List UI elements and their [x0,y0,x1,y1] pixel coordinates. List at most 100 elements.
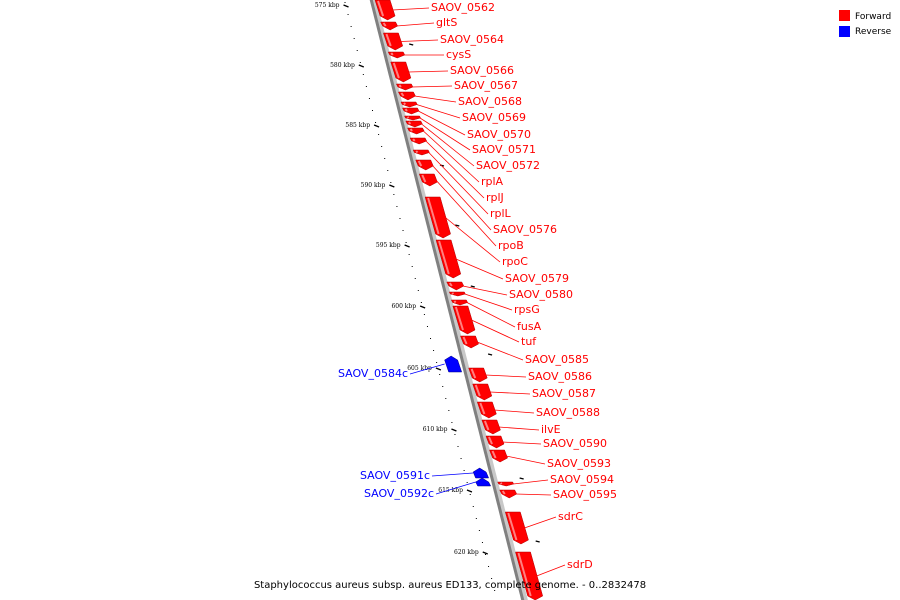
gene-forward[interactable] [448,291,466,297]
tick-mark [455,224,460,227]
gene-forward[interactable] [407,127,425,135]
gene-label-forward[interactable]: sdrC [558,510,583,523]
gene-label-forward[interactable]: SAOV_0580 [509,288,573,301]
gene-forward[interactable] [404,115,421,121]
gene-label-forward[interactable]: rpsG [514,303,540,316]
scale-dot [442,386,444,387]
gene-forward[interactable] [412,149,430,156]
gene-label-forward[interactable]: SAOV_0571 [472,143,536,156]
gene-highlight [427,197,440,235]
scale-dot [368,98,370,99]
tick-label: 615 kbp [438,487,463,494]
gene-leader-line [408,70,449,73]
gene-label-forward[interactable]: SAOV_0593 [547,457,611,470]
scale-dot [405,242,407,243]
scale-dot [436,362,438,363]
tick-mark [373,124,380,128]
gene-highlight [406,116,410,119]
scale-dot [488,566,490,567]
legend-forward-label: Forward [855,12,891,22]
genes-layer [374,0,543,600]
backbone-shadow [370,0,528,600]
gene-highlight [453,300,457,304]
gene-label-forward[interactable]: SAOV_0579 [505,272,569,285]
gene-label-forward[interactable]: SAOV_0588 [536,406,600,419]
gene-label-forward[interactable]: rplL [490,207,512,220]
gene-label-forward[interactable]: SAOV_0566 [450,64,514,77]
legend: Forward Reverse [839,10,892,37]
scale-dot [344,2,346,3]
scale-dot [362,74,364,75]
gene-label-forward[interactable]: SAOV_0570 [467,128,531,141]
gene-leader-line [524,516,557,529]
gene-label-forward[interactable]: gltS [436,16,457,29]
gene-label-forward[interactable]: SAOV_0568 [458,95,522,108]
scale-dot [356,50,358,51]
scale-dot [481,542,483,543]
gene-label-forward[interactable]: SAOV_0564 [440,33,504,46]
gene-label-forward[interactable]: ilvE [541,423,561,436]
scale-dot [365,86,367,87]
gene-forward[interactable] [497,481,515,487]
scale-dot [393,194,395,195]
scale-dot [451,422,453,423]
gene-highlight [488,436,493,445]
gene-leader-line [489,391,531,395]
tick-mark [535,540,540,543]
gene-label-forward[interactable]: SAOV_0572 [476,159,540,172]
gene-label-forward[interactable]: SAOV_0590 [543,437,607,450]
gene-label-reverse[interactable]: SAOV_0591c [360,469,430,482]
scale-dot [466,482,468,483]
tick-label: 585 kbp [345,122,370,129]
gene-reverse[interactable] [444,355,463,373]
gene-label-forward[interactable]: rplJ [486,191,504,204]
tick-label: 575 kbp [315,2,340,9]
gene-leader-line [505,455,546,465]
gene-reverse[interactable] [475,477,492,487]
gene-label-forward[interactable]: SAOV_0569 [462,111,526,124]
gene-label-forward[interactable]: sdrD [567,558,593,571]
gene-highlight [403,102,406,106]
gene-highlight [474,384,481,397]
tick-mark [482,551,488,555]
gene-leader-line [494,409,535,414]
gene-highlight [412,138,416,142]
gene-label-forward[interactable]: SAOV_0585 [525,353,589,366]
gene-forward[interactable] [446,281,465,291]
gene-label-forward[interactable]: SAOV_0594 [550,473,614,486]
gene-label-forward[interactable]: tuf [521,335,537,348]
gene-forward[interactable] [409,137,427,145]
scale-dot [353,38,355,39]
gene-forward[interactable] [405,120,423,128]
gene-label-forward[interactable]: rplA [481,175,504,188]
gene-highlight [385,33,392,47]
scale-dot [454,434,456,435]
gene-label-forward[interactable]: fusA [517,320,542,333]
gene-label-forward[interactable]: SAOV_0587 [532,387,596,400]
gene-label-forward[interactable]: rpoC [502,255,528,268]
gene-label-forward[interactable]: rpoB [498,239,524,252]
scale-dot [457,446,459,447]
scale-dot [469,494,471,495]
gene-label-forward[interactable]: SAOV_0567 [454,79,518,92]
gene-forward[interactable] [499,489,518,499]
scale-dot [381,146,383,147]
gene-forward[interactable] [450,299,468,306]
gene-label-reverse[interactable]: SAOV_0584c [338,367,408,380]
gene-forward[interactable] [400,101,418,108]
gene-forward[interactable] [402,107,420,115]
gene-label-forward[interactable]: SAOV_0576 [493,223,557,236]
gene-label-forward[interactable]: SAOV_0562 [431,1,495,14]
gene-label-reverse[interactable]: SAOV_0592c [364,487,434,500]
legend-reverse-swatch [839,26,850,37]
legend-forward-swatch [839,10,850,21]
scale-dot [433,350,435,351]
gene-reverse[interactable] [472,467,490,479]
scale-dot [448,410,450,411]
gene-label-forward[interactable]: cysS [446,48,471,61]
gene-label-forward[interactable]: SAOV_0586 [528,370,592,383]
gene-forward[interactable] [395,83,414,91]
gene-label-forward[interactable]: SAOV_0595 [553,488,617,501]
gene-leader-line [498,426,540,431]
scale-dot [430,338,432,339]
